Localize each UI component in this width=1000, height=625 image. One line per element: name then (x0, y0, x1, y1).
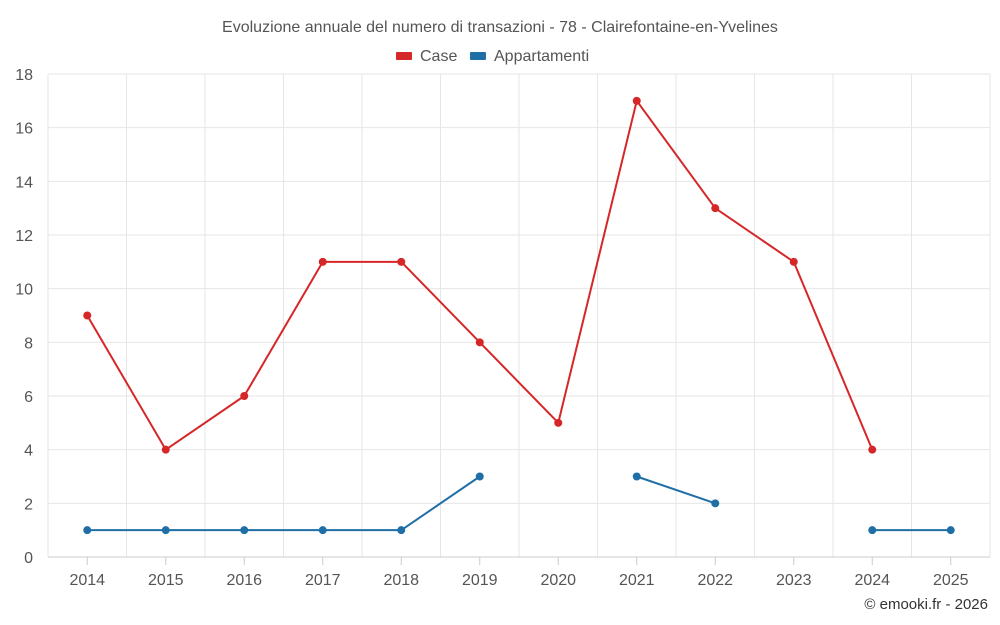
legend-swatch-appartamenti[interactable] (470, 52, 486, 60)
x-tick-label: 2025 (933, 572, 969, 589)
x-tick-label: 2021 (619, 572, 655, 589)
legend-swatch-case[interactable] (396, 52, 412, 60)
data-point-appartamenti[interactable] (632, 472, 641, 481)
y-tick-label: 2 (24, 496, 33, 513)
data-point-case[interactable] (475, 338, 484, 347)
y-tick-label: 4 (24, 443, 33, 460)
data-point-case[interactable] (161, 445, 170, 454)
data-point-appartamenti[interactable] (397, 526, 406, 535)
legend-label-case[interactable]: Case (420, 48, 457, 65)
grid (47, 73, 991, 558)
x-tick-label: 2020 (540, 572, 576, 589)
x-tick-label: 2022 (697, 572, 733, 589)
series-line-appartamenti (636, 475, 716, 505)
x-tick-label: 2016 (226, 572, 262, 589)
credit-text: © emooki.fr - 2026 (864, 596, 988, 613)
x-axis-ticks: 2014 2015 2016 2017 2018 2019 2020 2021 2022 2023… (69, 557, 969, 589)
y-axis-ticks: 0 2 4 6 8 10 12 14 16 18 (15, 67, 33, 567)
x-tick-label: 2023 (776, 572, 812, 589)
series-line-appartamenti (87, 475, 481, 532)
x-tick-label: 2015 (148, 572, 184, 589)
data-point-case[interactable] (711, 204, 720, 213)
y-tick-label: 0 (24, 550, 33, 567)
series-case (83, 96, 877, 454)
data-point-appartamenti[interactable] (475, 472, 484, 481)
x-tick-label: 2018 (383, 572, 419, 589)
data-point-case[interactable] (83, 311, 92, 320)
legend-label-appartamenti[interactable]: Appartamenti (494, 48, 589, 65)
data-point-appartamenti[interactable] (83, 526, 92, 535)
data-point-appartamenti[interactable] (240, 526, 249, 535)
y-tick-label: 16 (15, 121, 33, 138)
data-point-case[interactable] (397, 257, 406, 266)
data-point-appartamenti[interactable] (318, 526, 327, 535)
data-point-case[interactable] (318, 257, 327, 266)
x-tick-label: 2017 (305, 572, 341, 589)
data-point-case[interactable] (789, 257, 798, 266)
data-point-case[interactable] (632, 96, 641, 105)
x-tick-label: 2024 (854, 572, 890, 589)
data-point-case[interactable] (868, 445, 877, 454)
y-tick-label: 12 (15, 228, 33, 245)
data-point-appartamenti[interactable] (161, 526, 170, 535)
x-tick-label: 2019 (462, 572, 498, 589)
legend[interactable]: Case Appartamenti (396, 48, 589, 65)
y-tick-label: 18 (15, 67, 33, 84)
series-appartamenti (83, 472, 955, 535)
data-point-case[interactable] (554, 418, 563, 427)
y-tick-label: 10 (15, 282, 33, 299)
x-tick-label: 2014 (69, 572, 105, 589)
chart-title: Evoluzione annuale del numero di transaz… (222, 19, 778, 36)
y-tick-label: 14 (15, 174, 33, 191)
y-tick-label: 6 (24, 389, 33, 406)
data-point-appartamenti[interactable] (946, 526, 955, 535)
data-point-case[interactable] (240, 392, 249, 400)
data-point-appartamenti[interactable] (868, 526, 877, 535)
data-point-appartamenti[interactable] (711, 499, 720, 508)
series-group (83, 96, 955, 535)
y-tick-label: 8 (24, 335, 33, 352)
